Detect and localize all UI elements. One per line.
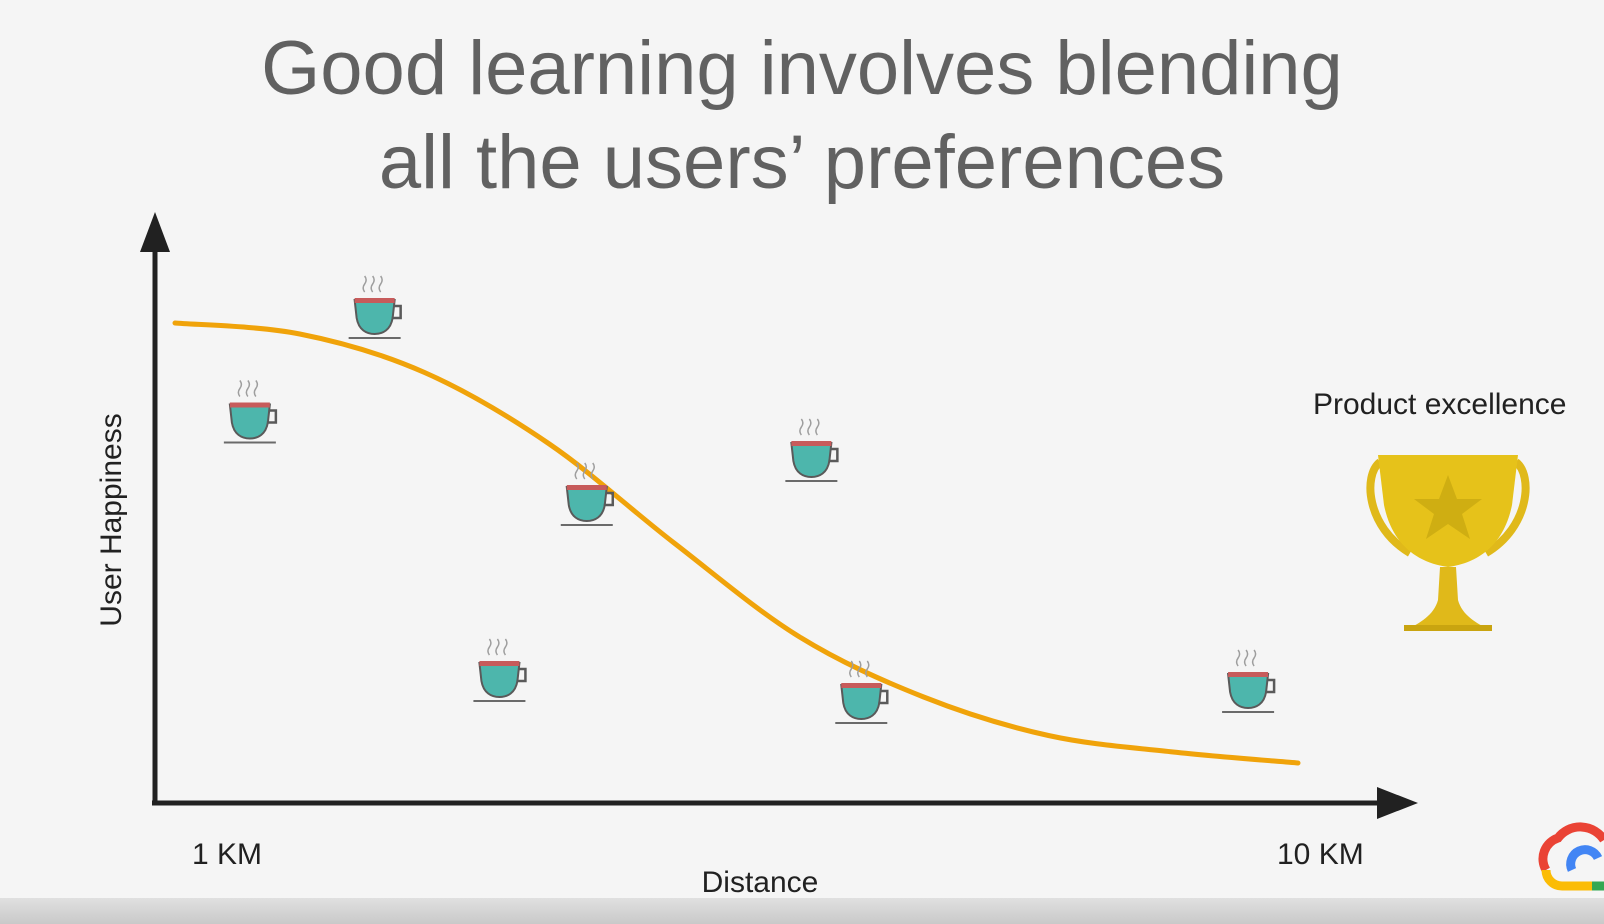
coffee-cup-icon [785,418,839,482]
slide-title: Good learning involves blending all the … [0,22,1604,210]
coffee-cup-icon [560,462,615,526]
y-axis-arrow [140,212,170,252]
google-cloud-logo-icon [1538,822,1604,891]
coffee-cup-icon [835,660,889,724]
x-axis-label: Distance [701,866,819,899]
axes [140,212,1418,819]
x-tick-label-start: 1 KM [192,838,263,871]
title-line-2: all the users’ preferences [378,120,1226,205]
coffee-cup-icon [1222,649,1276,713]
x-axis-arrow [1377,787,1418,819]
trophy-icon [1366,455,1530,631]
coffee-cup-icon [348,275,402,339]
coffee-cup-icon [223,380,278,444]
title-line-1: Good learning involves blending [261,26,1343,111]
trend-curve [172,320,1301,766]
video-bottom-bar [0,898,1604,924]
award-label: Product excellence [1313,388,1567,421]
data-points [223,275,1276,724]
x-tick-label-end: 10 KM [1277,838,1364,871]
coffee-cup-icon [473,638,527,702]
y-axis-label: User Happiness [95,413,128,627]
